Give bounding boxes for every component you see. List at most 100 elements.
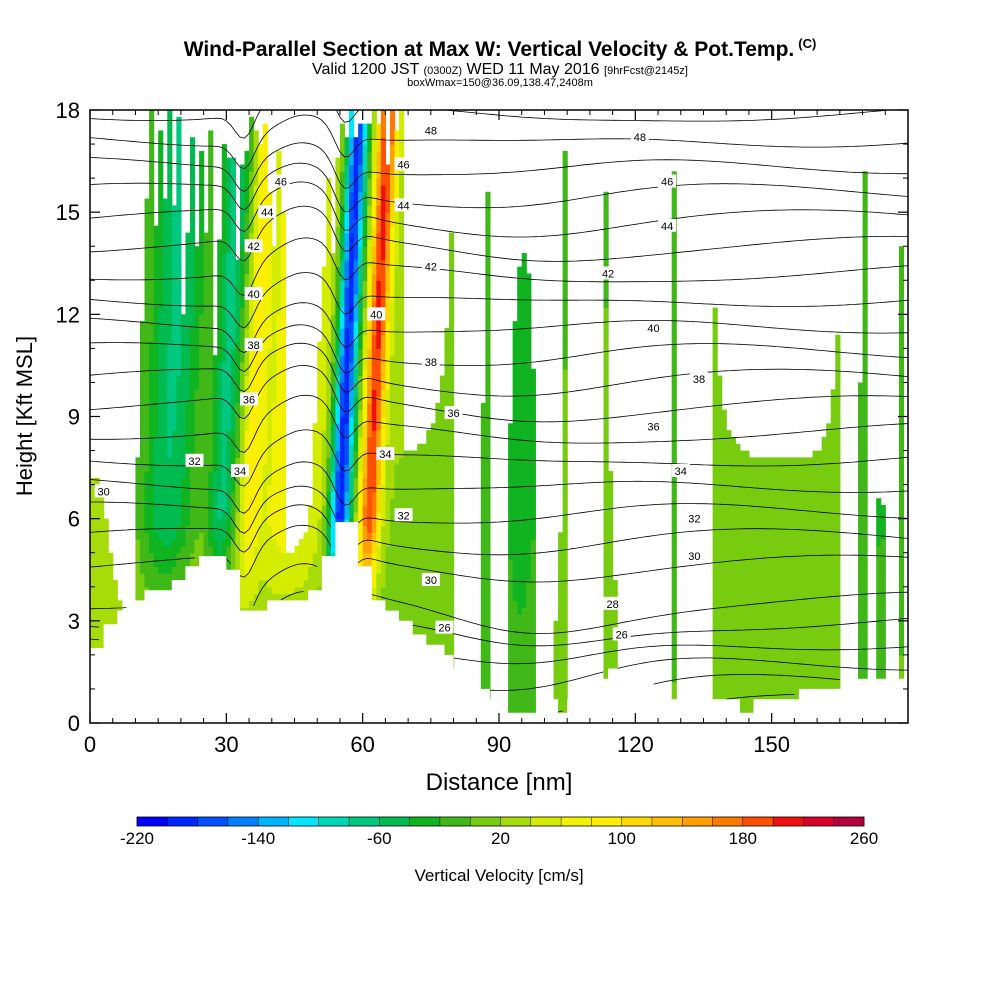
velocity-cell xyxy=(721,409,727,723)
velocity-cell xyxy=(353,477,359,513)
velocity-cell xyxy=(335,300,341,329)
velocity-cell xyxy=(371,518,377,533)
velocity-cell xyxy=(153,566,159,601)
velocity-cell xyxy=(349,470,355,499)
velocity-cell xyxy=(603,191,609,309)
velocity-cell xyxy=(185,232,191,404)
velocity-cell xyxy=(380,259,386,309)
velocity-cell xyxy=(362,368,368,397)
isentrope-labels: 48 48 46 46 46 44 44 44 42 42 42 40 40 40 38 38 38 36 36 36… xyxy=(94,123,708,641)
velocity-cell xyxy=(162,198,168,547)
velocity-cell xyxy=(353,341,359,370)
velocity-cell xyxy=(330,314,336,363)
colorbar-tick-label: -220 xyxy=(120,829,154,848)
velocity-cell xyxy=(362,218,368,247)
velocity-cell xyxy=(230,348,237,431)
isentrope-line xyxy=(90,237,908,296)
velocity-cell xyxy=(530,368,536,540)
velocity-cell xyxy=(244,532,250,574)
velocity-cell xyxy=(399,171,405,458)
velocity-cell xyxy=(344,259,350,288)
velocity-cell xyxy=(408,450,414,723)
x-tick-label: 120 xyxy=(617,732,654,757)
velocity-cell xyxy=(358,498,364,574)
velocity-cell xyxy=(330,253,336,315)
x-axis-label: Distance [nm] xyxy=(426,769,573,796)
velocity-cell xyxy=(330,362,336,397)
velocity-cell xyxy=(344,212,350,234)
velocity-cell xyxy=(349,443,355,472)
velocity-cell xyxy=(371,539,377,554)
velocity-cell xyxy=(376,573,382,615)
velocity-cell xyxy=(376,430,382,458)
velocity-cell xyxy=(339,123,346,172)
velocity-cell xyxy=(385,239,391,268)
isentrope-label: 44 xyxy=(397,200,409,212)
velocity-cell xyxy=(612,579,618,723)
velocity-cell xyxy=(321,430,327,506)
velocity-cell xyxy=(385,321,391,356)
velocity-cell xyxy=(380,334,386,363)
velocity-cell xyxy=(671,171,677,683)
isentrope-label: 40 xyxy=(370,309,382,321)
velocity-cell xyxy=(380,137,386,186)
colorbar-swatch xyxy=(439,817,471,826)
velocity-cell xyxy=(362,123,368,145)
velocity-cell xyxy=(439,375,446,723)
velocity-cell xyxy=(258,144,264,220)
isentrope-label: 48 xyxy=(425,125,437,137)
velocity-cell xyxy=(358,348,364,377)
velocity-cell xyxy=(349,498,355,520)
velocity-cell xyxy=(353,423,359,452)
velocity-cell xyxy=(203,232,209,567)
velocity-cell xyxy=(335,470,341,513)
velocity-cell xyxy=(199,314,205,533)
velocity-cell xyxy=(712,307,718,723)
colorbar-swatch xyxy=(137,817,168,826)
velocity-cell xyxy=(158,539,164,574)
velocity-cell xyxy=(221,362,227,513)
velocity-cell xyxy=(249,532,255,567)
velocity-cell xyxy=(389,300,396,356)
velocity-cell xyxy=(358,321,364,349)
isentrope-line xyxy=(90,272,908,329)
velocity-cell xyxy=(171,205,177,431)
colorbar-swatch xyxy=(803,817,835,826)
velocity-cell xyxy=(358,293,364,322)
velocity-cell xyxy=(785,457,791,723)
velocity-cell xyxy=(530,539,536,723)
velocity-cell xyxy=(353,218,359,261)
velocity-cell xyxy=(380,416,386,445)
velocity-cell xyxy=(217,362,223,493)
velocity-cell xyxy=(376,532,382,547)
isentrope-label-box xyxy=(271,174,290,188)
isentrope-line xyxy=(90,429,908,487)
velocity-cell xyxy=(335,225,341,268)
colorbar-swatch xyxy=(379,817,410,826)
velocity-cell xyxy=(253,246,259,315)
velocity-cell xyxy=(512,321,518,601)
velocity-cell xyxy=(267,348,273,486)
velocity-cell xyxy=(517,614,523,723)
isentrope-label-box xyxy=(394,198,413,212)
velocity-cell xyxy=(376,545,382,574)
velocity-cell xyxy=(235,259,241,343)
isentrope-label: 46 xyxy=(397,159,409,171)
velocity-cell xyxy=(876,545,882,723)
velocity-cell xyxy=(353,450,359,479)
velocity-cell xyxy=(239,362,246,418)
colorbar-swatch xyxy=(349,817,380,826)
velocity-cell xyxy=(835,334,841,723)
velocity-cell xyxy=(344,491,350,520)
velocity-cell xyxy=(330,423,336,452)
y-tick-label: 9 xyxy=(68,405,80,430)
velocity-cell xyxy=(362,280,368,309)
velocity-cell xyxy=(817,450,823,723)
velocity-cell xyxy=(171,430,177,540)
velocity-cell xyxy=(330,470,336,493)
velocity-cell xyxy=(349,321,355,363)
velocity-cell xyxy=(208,130,214,472)
isentrope-line xyxy=(489,657,908,691)
